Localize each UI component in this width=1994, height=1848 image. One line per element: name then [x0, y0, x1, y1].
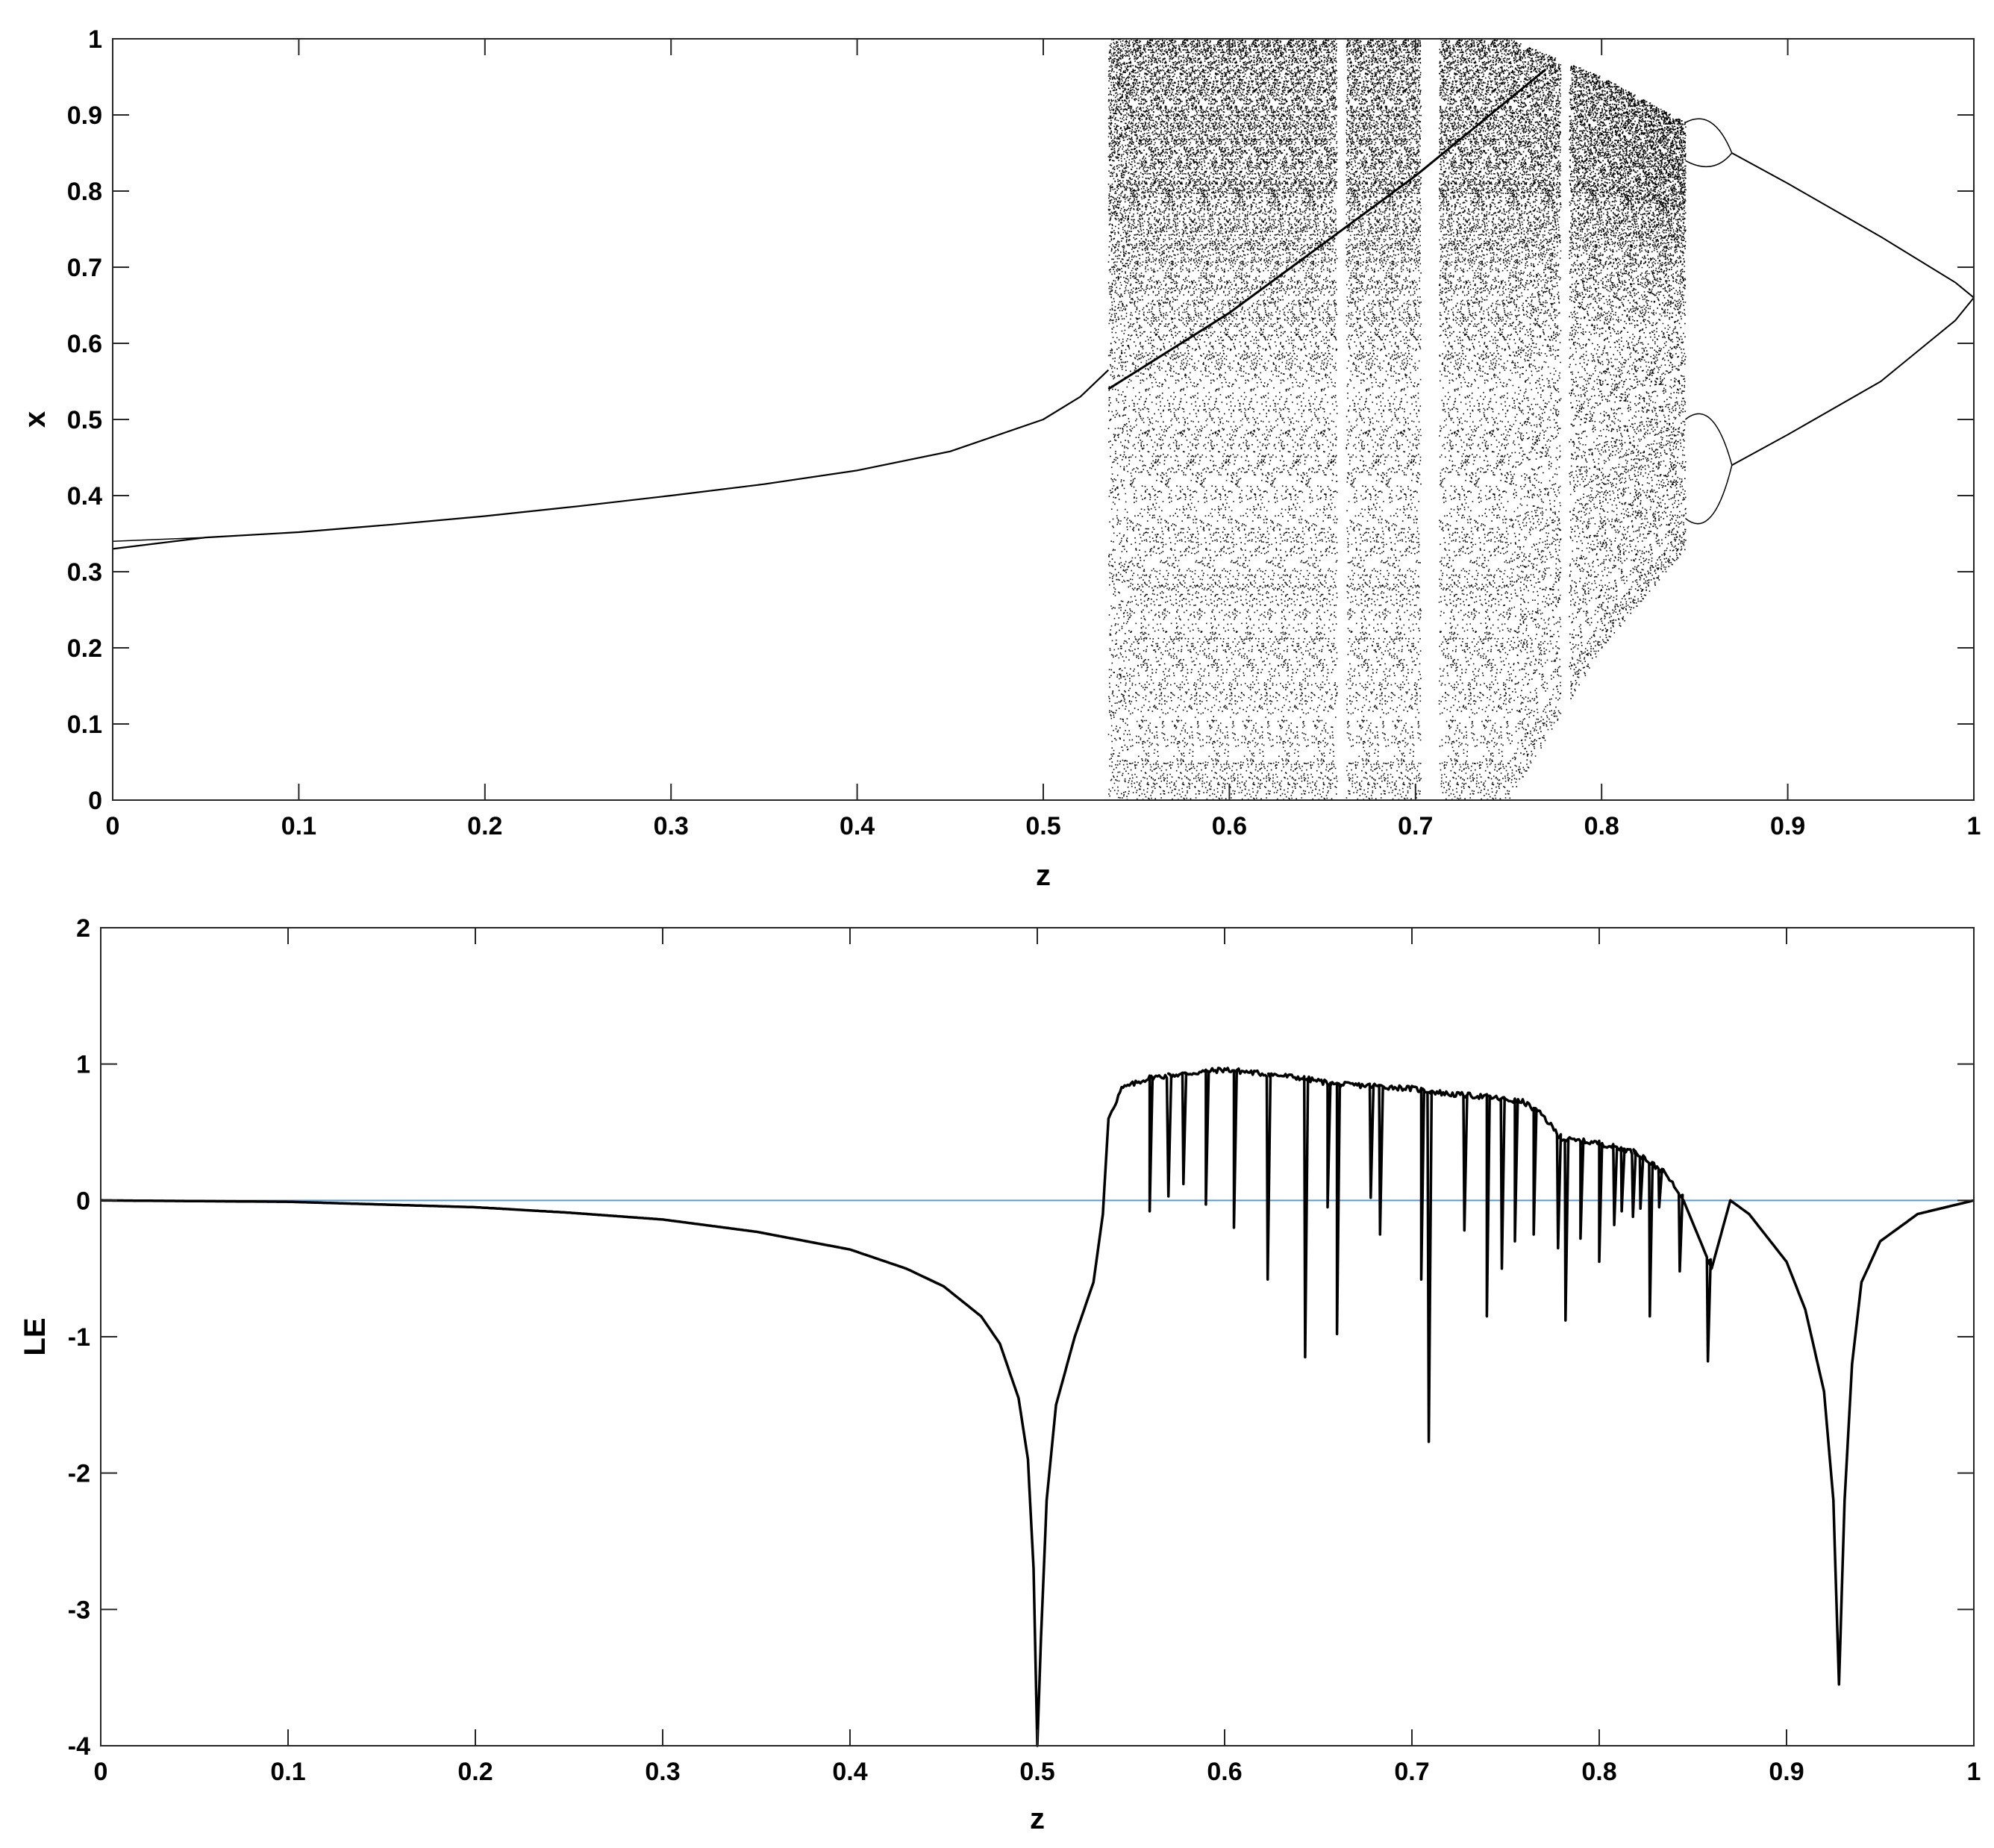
lyapunov-x-tick-label: 0.9	[1769, 1758, 1804, 1786]
bifurcation-x-tick-label: 0.4	[840, 812, 875, 840]
lyapunov-x-tick-label: 0	[94, 1758, 108, 1786]
bifurcation-x-tick-label: 0.5	[1025, 812, 1060, 840]
bifurcation-ticks: 0 0.1 0.2 0.3 0.4 0.5 0.6 0.7 0.8 0.9 1 0 0.1 0.2 0.3 0…	[67, 25, 1981, 840]
bifurcation-x-tick-label: 1	[1967, 812, 1981, 840]
lyapunov-x-tick-label: 0.4	[832, 1758, 867, 1786]
bifurcation-y-tick-label: 0.5	[67, 406, 102, 434]
period-two-lower-branch	[1731, 297, 1975, 466]
bifurcation-y-tick-label: 0.2	[67, 634, 102, 663]
lyapunov-x-tick-label: 0.2	[457, 1758, 493, 1786]
bifurcation-plot-area	[112, 38, 1975, 801]
bifurcation-x-tick-label: 0.1	[281, 812, 316, 840]
bifurcation-y-tick-label: 1	[88, 25, 102, 54]
bifurcation-y-tick-label: 0.3	[67, 558, 102, 587]
bifurcation-x-axis-label: z	[1036, 859, 1051, 892]
bifurcation-y-tick-label: 0	[88, 787, 102, 815]
lyapunov-panel: 0 0.1 0.2 0.3 0.4 0.5 0.6 0.7 0.8 0.9 1 -4 -3 -2 -1 0 1 2…	[19, 914, 1981, 1835]
lyapunov-x-axis-label: z	[1030, 1802, 1045, 1835]
lyapunov-x-tick-label: 0.3	[645, 1758, 680, 1786]
lyapunov-ticks: 0 0.1 0.2 0.3 0.4 0.5 0.6 0.7 0.8 0.9 1 -4 -3 -2 -1 0 1 2	[68, 914, 1981, 1786]
lyapunov-y-tick-label: -3	[68, 1596, 90, 1624]
period-four-branch	[1685, 118, 1733, 168]
lyapunov-x-tick-label: 1	[1967, 1758, 1981, 1786]
bifurcation-y-tick-label: 0.4	[67, 482, 102, 511]
lyapunov-y-axis-label: LE	[19, 1317, 51, 1355]
period-two-upper-branch	[1731, 152, 1975, 299]
bifurcation-y-tick-label: 0.7	[67, 254, 102, 282]
lyapunov-x-tick-label: 0.7	[1394, 1758, 1429, 1786]
bifurcation-x-tick-label: 0.7	[1398, 812, 1433, 840]
lyapunov-exponent-line	[101, 1067, 1975, 1747]
bifurcation-y-tick-label: 0.8	[67, 178, 102, 206]
lyapunov-x-tick-label: 0.6	[1207, 1758, 1242, 1786]
lyapunov-plot-area	[101, 1067, 1975, 1747]
bifurcation-x-tick-label: 0.6	[1212, 812, 1247, 840]
lyapunov-y-tick-label: -2	[68, 1460, 90, 1488]
bifurcation-x-tick-label: 0.3	[654, 812, 689, 840]
bifurcation-x-tick-label: 0.2	[467, 812, 502, 840]
lyapunov-y-tick-label: 0	[76, 1187, 90, 1215]
lyapunov-x-tick-label: 0.5	[1019, 1758, 1054, 1786]
lyapunov-y-tick-label: 2	[76, 914, 90, 943]
bifurcation-panel: 0 0.1 0.2 0.3 0.4 0.5 0.6 0.7 0.8 0.9 1 0 0.1 0.2 0.3 0…	[19, 25, 1981, 892]
fixed-point-branch	[112, 369, 1110, 550]
period-four-branch	[1684, 413, 1733, 525]
fixed-point-branch-start	[112, 537, 206, 542]
bifurcation-y-tick-label: 0.1	[67, 711, 102, 739]
bifurcation-x-tick-label: 0	[106, 812, 120, 840]
bifurcation-y-tick-label: 0.6	[67, 330, 102, 358]
lyapunov-y-tick-label: -4	[68, 1732, 90, 1761]
lyapunov-x-tick-label: 0.1	[270, 1758, 305, 1786]
lyapunov-y-tick-label: -1	[68, 1323, 90, 1352]
chaotic-attractor-points	[1107, 38, 1687, 801]
lyapunov-x-tick-label: 0.8	[1581, 1758, 1616, 1786]
bifurcation-y-axis-label: x	[19, 411, 51, 428]
lyapunov-y-tick-label: 1	[76, 1051, 90, 1079]
bifurcation-x-tick-label: 0.8	[1584, 812, 1619, 840]
chaotic-band-edge	[1107, 68, 1547, 390]
bifurcation-x-tick-label: 0.9	[1770, 812, 1805, 840]
bifurcation-y-tick-label: 0.9	[67, 102, 102, 130]
